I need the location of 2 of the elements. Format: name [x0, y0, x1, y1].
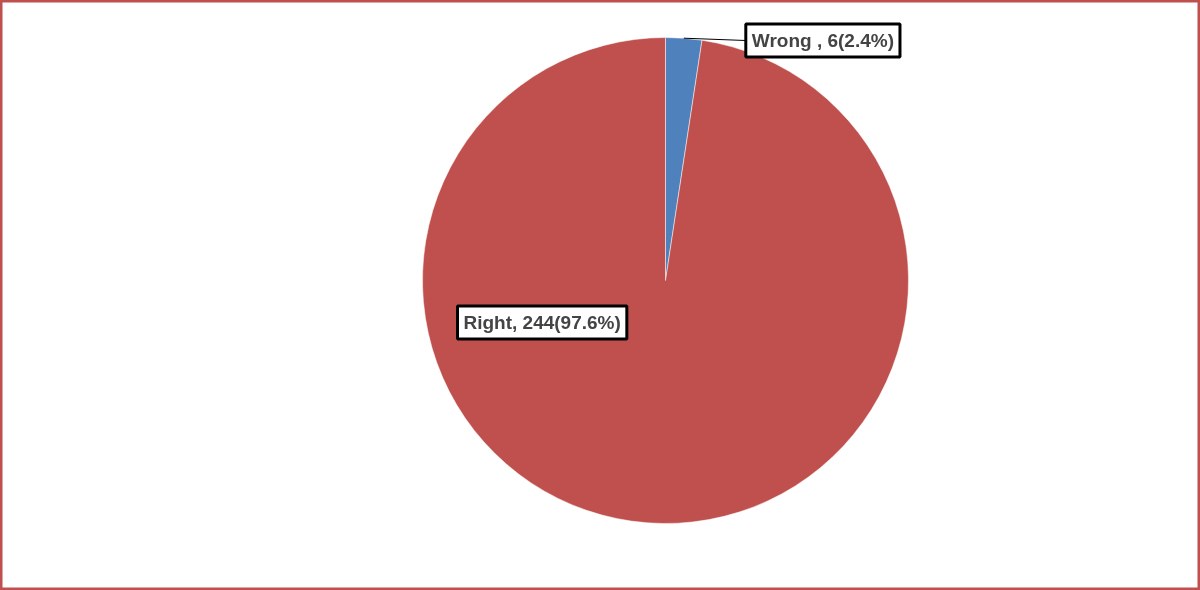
- slice-label: Right, 244(97.6%): [463, 312, 621, 333]
- slice-label: Wrong , 6(2.4%): [751, 30, 894, 51]
